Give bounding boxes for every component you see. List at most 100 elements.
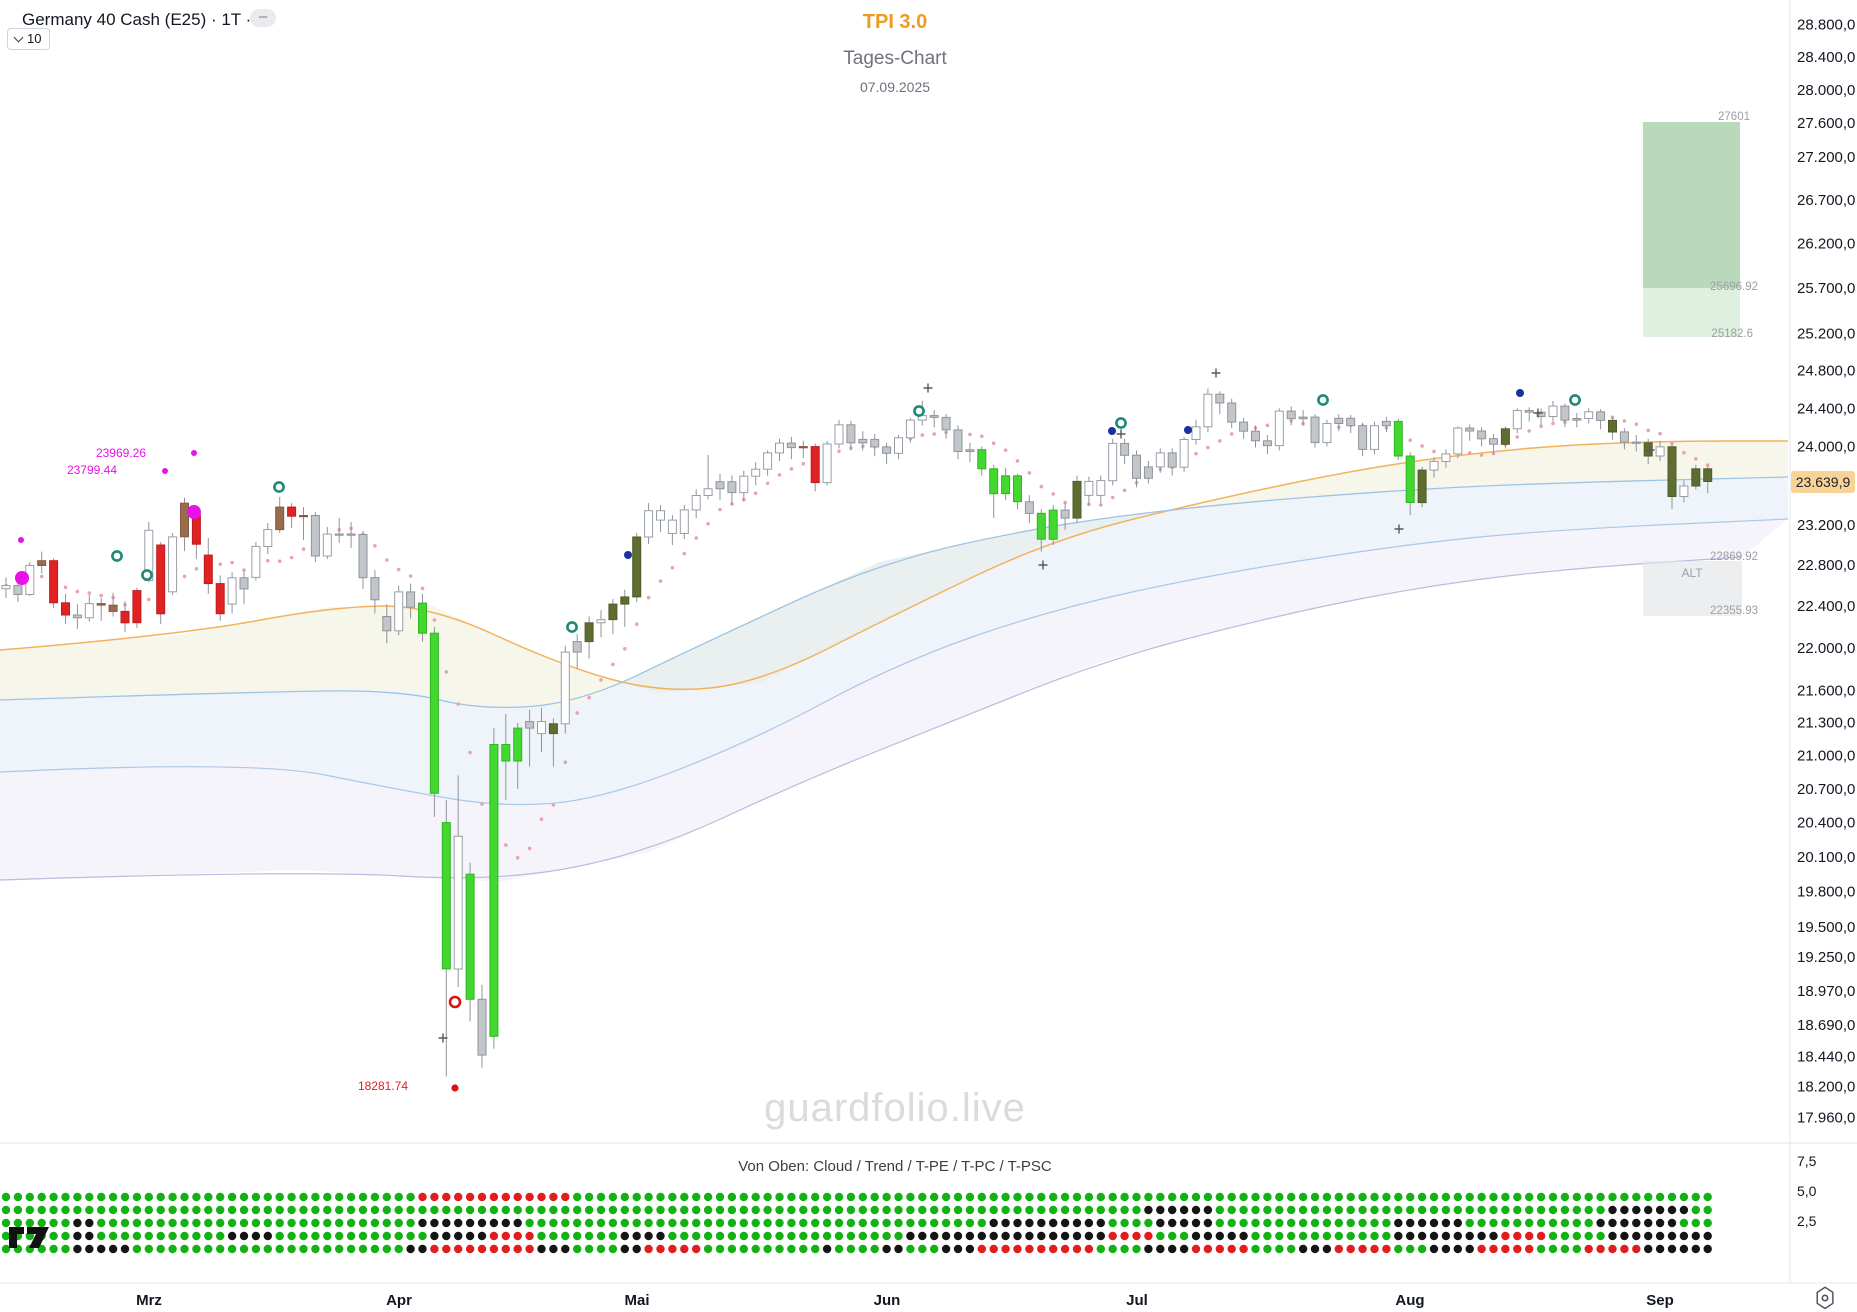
indicator-dot	[1132, 1244, 1141, 1254]
trail-dot	[432, 618, 437, 622]
indicator-dot	[668, 1192, 677, 1202]
trail-dot	[420, 586, 425, 591]
candle-body	[1013, 475, 1022, 503]
candle-body	[1036, 512, 1046, 540]
candle-body	[548, 723, 558, 735]
indicator-dot	[775, 1218, 784, 1228]
indicator-dot	[418, 1192, 427, 1202]
indicator-dot	[989, 1231, 998, 1241]
indicator-dot	[168, 1205, 177, 1215]
indicator-dot	[1179, 1205, 1189, 1215]
indicator-dot	[1, 1231, 11, 1241]
trail-dot	[670, 565, 675, 570]
indicator-dot	[239, 1205, 249, 1215]
candle-body	[1274, 410, 1284, 447]
indicator-dot	[739, 1244, 748, 1254]
candle-body	[37, 560, 47, 567]
indicator-dot	[1239, 1192, 1248, 1202]
indicator-scale-label: 5,0	[1797, 1183, 1817, 1199]
tradingview-logo[interactable]	[8, 1219, 52, 1249]
indicator-dot	[787, 1192, 796, 1202]
indicator-dot	[1358, 1192, 1367, 1202]
price-tick-label: 26.700,0	[1797, 192, 1855, 209]
indicator-dot	[1489, 1205, 1498, 1215]
pane-separators	[0, 0, 1857, 1284]
symbol-title[interactable]: Germany 40 Cash (E25) · 1T · IG	[22, 10, 274, 29]
trail-dot	[1003, 448, 1008, 453]
indicator-dot	[1168, 1244, 1177, 1254]
indicator-dot	[85, 1244, 94, 1254]
indicator-dot	[1334, 1218, 1344, 1228]
indicator-dot	[168, 1244, 177, 1254]
candle-body	[1227, 402, 1237, 423]
price-axis[interactable]: 28.800,0 28.400,0 28.000,0 27.600,0 27.200,0…	[1797, 17, 1855, 1127]
indicator-dot	[1382, 1231, 1391, 1241]
indicator-dot	[1251, 1244, 1260, 1254]
indicator-dot	[977, 1205, 986, 1215]
trail-dot	[634, 622, 639, 626]
price-tick-label: 19.800,0	[1797, 884, 1855, 901]
indicator-dot	[299, 1192, 308, 1202]
indicator-dot	[1060, 1244, 1070, 1254]
indicator-dot	[1179, 1244, 1189, 1254]
candle-body	[215, 583, 225, 615]
indicator-dot	[120, 1218, 130, 1228]
indicator-dot	[1049, 1218, 1058, 1228]
price-tick-label: 27.200,0	[1797, 149, 1855, 166]
indicator-dot	[1287, 1231, 1296, 1241]
indicator-axis[interactable]: 7,5 5,0 2,5	[1797, 1153, 1817, 1229]
indicator-dot	[1584, 1218, 1593, 1228]
indicator-dot	[977, 1244, 986, 1254]
indicator-dot	[1703, 1192, 1712, 1202]
indicator-dot	[477, 1192, 487, 1202]
trail-dot	[539, 817, 544, 821]
indicator-dot	[1703, 1231, 1712, 1241]
trail-dot	[182, 574, 187, 579]
indicator-dot	[287, 1218, 296, 1228]
indicator-dot	[216, 1244, 225, 1254]
indicator-dot	[1215, 1244, 1225, 1254]
candles	[1, 388, 1713, 1077]
indicator-dot	[1584, 1192, 1593, 1202]
alt-zone-bottom-label: 22355.93	[1710, 605, 1758, 617]
candle-body	[1203, 393, 1213, 428]
indicator-dot	[335, 1218, 344, 1228]
time-axis[interactable]: Mrz Apr Mai Jun Jul Aug Sep	[136, 1292, 1674, 1309]
indicator-dot	[227, 1231, 237, 1241]
indicator-dot	[1632, 1218, 1641, 1228]
indicator-dot	[632, 1218, 641, 1228]
candle-body	[870, 438, 880, 448]
indicator-dot	[1084, 1218, 1094, 1228]
indicator-dot	[941, 1205, 951, 1215]
indicator-dot	[775, 1231, 784, 1241]
candle-body	[965, 449, 975, 453]
interval-button[interactable]: 10	[7, 28, 51, 50]
settings-icon[interactable]	[1812, 1286, 1838, 1310]
indicator-dot	[120, 1231, 130, 1241]
indicator-dot	[97, 1205, 106, 1215]
indicator-dot	[1608, 1205, 1617, 1215]
teal-ring-marker	[566, 621, 578, 633]
plus-marker	[1038, 560, 1048, 570]
trail-dot	[801, 461, 806, 466]
indicator-dot	[1655, 1205, 1665, 1215]
trail-dot	[765, 481, 770, 486]
chevron-down-icon	[13, 32, 24, 43]
indicator-dot	[941, 1244, 951, 1254]
indicator-dot	[454, 1244, 463, 1254]
indicator-dot	[370, 1192, 380, 1202]
indicator-dot	[918, 1192, 927, 1202]
indicator-dot	[1334, 1205, 1344, 1215]
price-tick-label: 21.000,0	[1797, 748, 1855, 765]
candle-body	[465, 873, 475, 1000]
indicator-dot	[1501, 1231, 1510, 1241]
indicator-dot	[1263, 1205, 1272, 1215]
indicator-dot	[1453, 1205, 1463, 1215]
collapse-indicator-button[interactable]: –	[250, 9, 276, 27]
indicator-dot	[703, 1244, 713, 1254]
candle-body	[608, 603, 618, 621]
indicator-dot	[1227, 1231, 1236, 1241]
indicator-dot	[1060, 1231, 1070, 1241]
candle-body	[489, 744, 499, 1037]
